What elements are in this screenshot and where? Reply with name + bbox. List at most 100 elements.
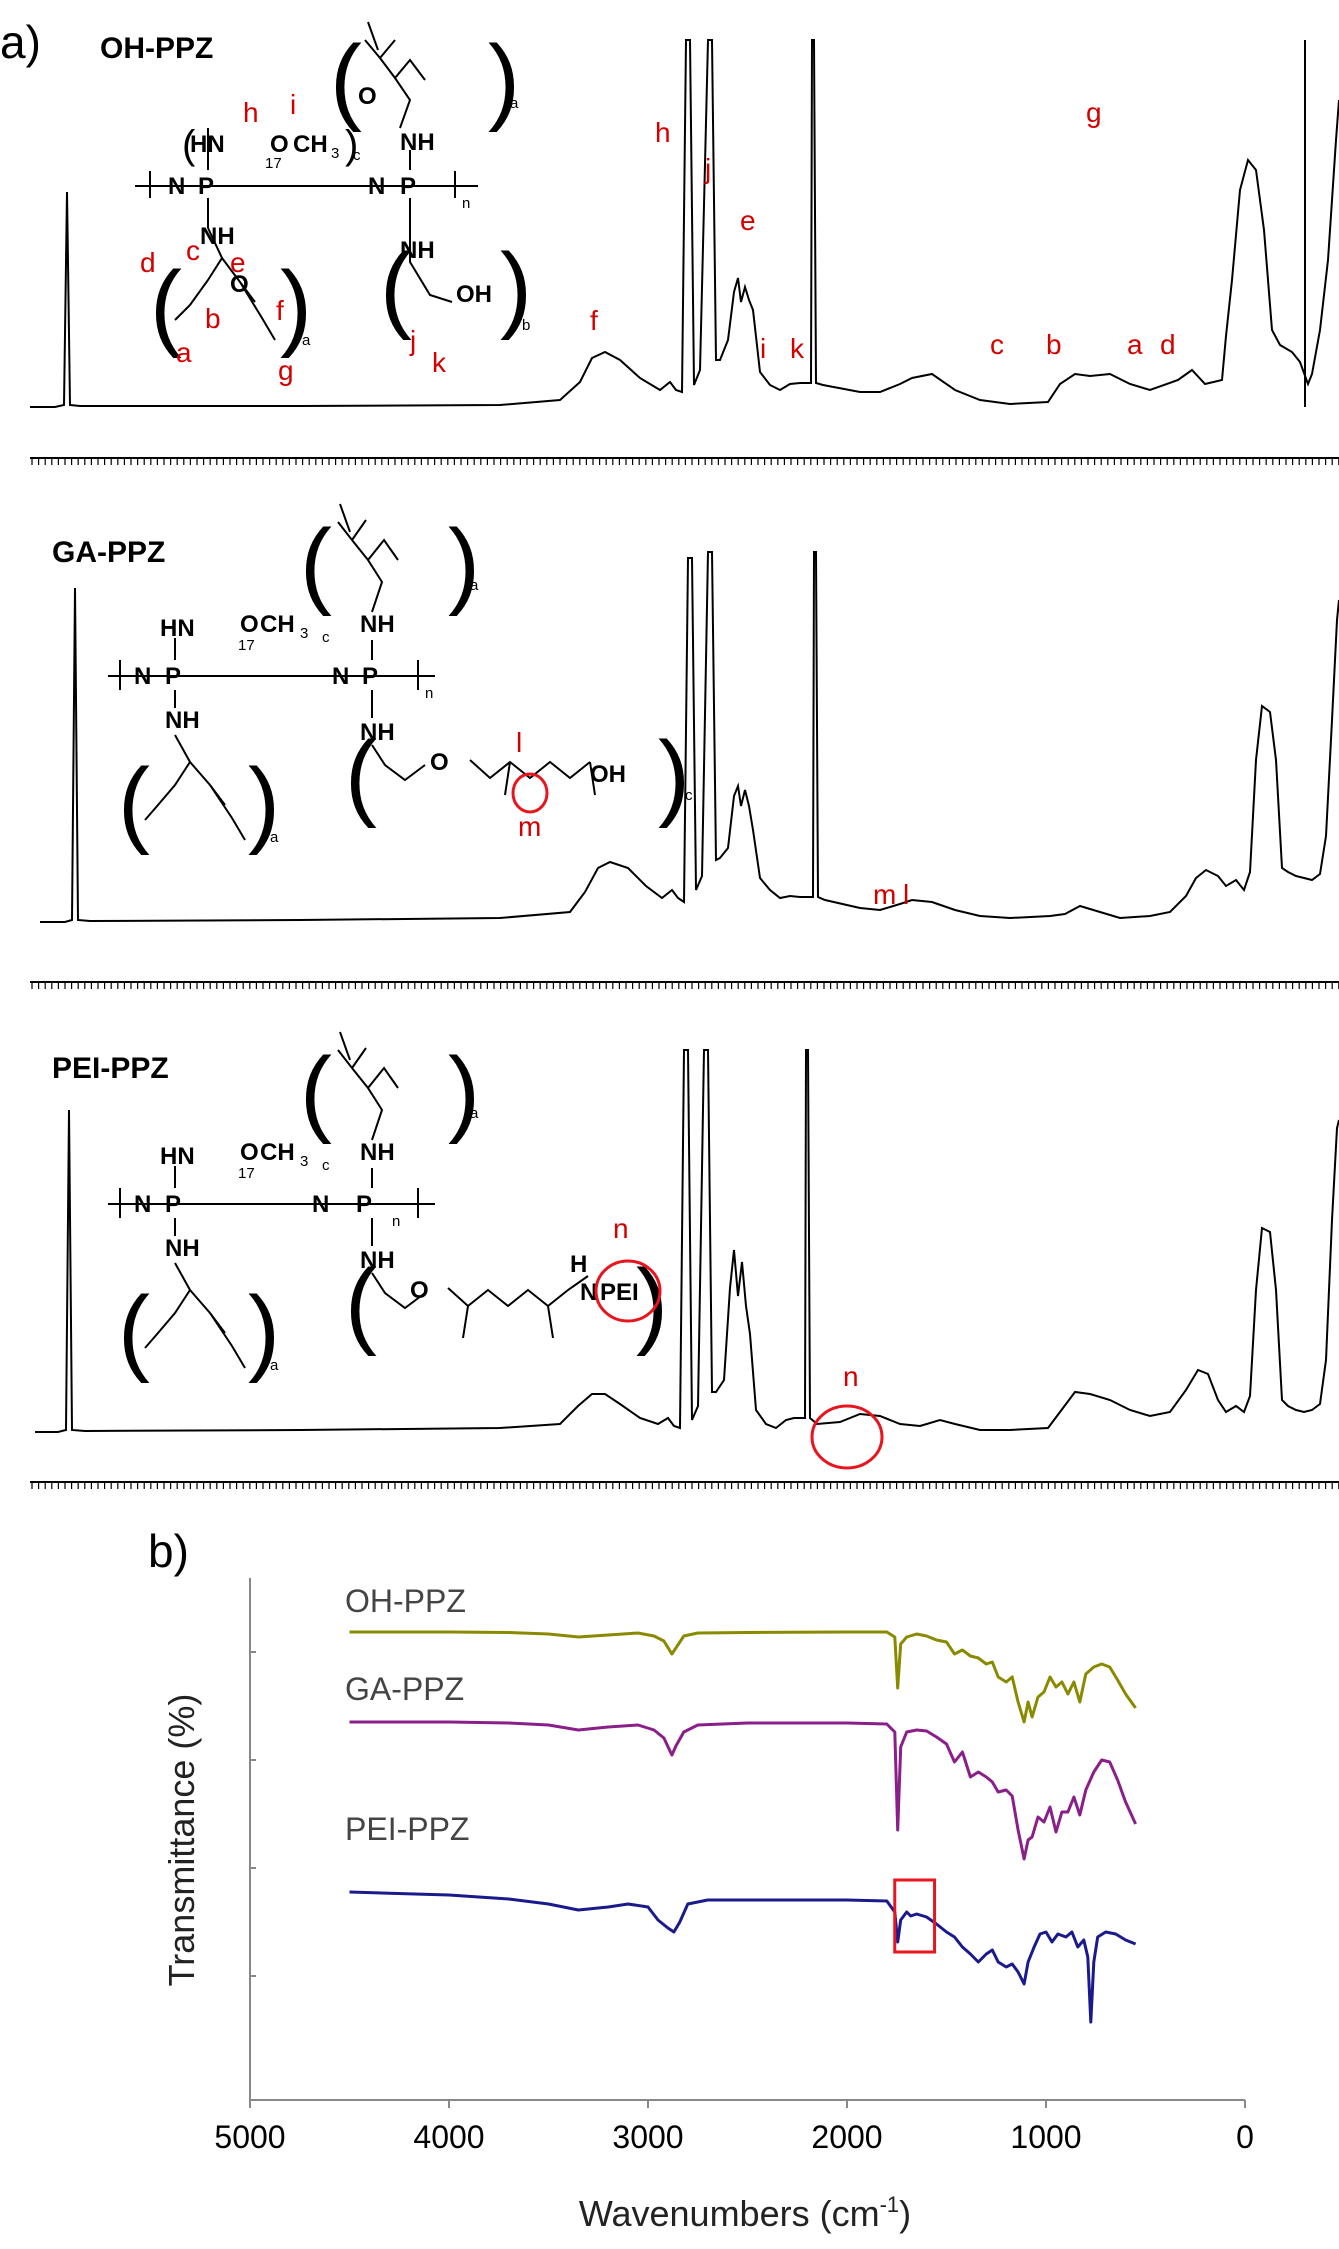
panel-b-letter: b) xyxy=(148,1525,189,1577)
atom-label: d xyxy=(140,247,156,278)
struct-p: P xyxy=(198,173,214,200)
struct-n: N xyxy=(134,1191,151,1218)
compound-name-ga-ppz: GA-PPZ xyxy=(52,536,165,569)
ir-series-group xyxy=(349,1630,1137,2024)
struct-p: P xyxy=(165,663,181,690)
struct-sub-c: c xyxy=(322,629,330,646)
ir-series-line xyxy=(349,1630,1137,1724)
side-chain-bonds xyxy=(144,734,246,841)
ir-x-tick-label: 4000 xyxy=(413,2119,484,2155)
atom-label: b xyxy=(205,303,221,334)
struct-hn: HN xyxy=(160,615,195,642)
struct-sub-c: c xyxy=(322,1157,330,1174)
struct-paren: ( xyxy=(118,1277,150,1384)
struct-paren: ) xyxy=(448,1038,480,1145)
ir-x-tick-label: 1000 xyxy=(1010,2119,1081,2155)
compound-name-pei-ppz: PEI-PPZ xyxy=(52,1052,169,1085)
peak-label-e: e xyxy=(740,205,756,236)
panel-a-letter: a) xyxy=(0,16,41,68)
compound-name-oh-ppz: OH-PPZ xyxy=(100,32,213,65)
struct-n: N xyxy=(368,173,385,200)
nmr-spectrum-pei-ppz xyxy=(35,1049,1339,1433)
struct-ch: CH xyxy=(260,611,295,638)
struct-oh: OH xyxy=(590,761,626,788)
nmr-trace-pei-ppz xyxy=(35,1049,1339,1433)
peak-label-c: c xyxy=(990,329,1004,360)
nmr-spectrum-ga-ppz xyxy=(40,551,1339,923)
ir-series-line xyxy=(349,1720,1137,1861)
struct-p: P xyxy=(400,173,416,200)
struct-nh: NH xyxy=(360,719,395,746)
struct-sub-17: 17 xyxy=(238,1165,255,1182)
struct-p: P xyxy=(356,1191,372,1218)
struct-sub-a: a xyxy=(270,1357,279,1374)
struct-o: O xyxy=(230,271,249,298)
atom-label: j xyxy=(409,325,416,356)
struct-hn: HN xyxy=(160,1143,195,1170)
atom-label: k xyxy=(432,347,447,378)
side-chain-bonds xyxy=(337,1031,399,1141)
struct-paren: ) xyxy=(280,252,312,359)
atom-label-m: m xyxy=(518,811,541,842)
struct-h: H xyxy=(570,1251,587,1278)
nmr-tick-ruler-3 xyxy=(30,1481,1339,1489)
ir-x-axis-title-sup: -1 xyxy=(880,2192,900,2217)
ir-x-axis-title-main: Wavenumbers (cm xyxy=(579,2193,880,2234)
struct-paren: ) xyxy=(500,234,532,341)
ir-x-axis-title-close: ) xyxy=(899,2193,911,2234)
struct-nh: NH xyxy=(200,223,235,250)
nmr-tick-ruler-1 xyxy=(30,457,1339,465)
highlight-circle-m xyxy=(511,772,549,814)
struct-o: O xyxy=(240,1139,259,1166)
struct-nh: NH xyxy=(165,1235,200,1262)
struct-sub-a: a xyxy=(270,829,279,846)
struct-oh: OH xyxy=(456,281,492,308)
struct-paren: ) xyxy=(488,26,520,133)
atom-label: f xyxy=(276,295,284,326)
structure-ga-ppz: HN O CH 3 17 c N P N P n NH NH NH OH O a… xyxy=(108,503,693,856)
peak-label-i: i xyxy=(760,333,766,364)
struct-sub-b: b xyxy=(522,317,530,334)
atom-label: a xyxy=(176,337,192,368)
struct-paren: ( xyxy=(150,252,182,359)
peak-label-n: n xyxy=(843,1361,859,1392)
ir-x-tick-label: 3000 xyxy=(612,2119,683,2155)
peak-label-b: b xyxy=(1046,329,1062,360)
peak-label-g: g xyxy=(1086,97,1102,128)
struct-sub-a: a xyxy=(510,95,519,112)
atom-label: e xyxy=(230,247,246,278)
struct-sub-n: n xyxy=(462,195,470,212)
struct-nh: NH xyxy=(400,237,435,264)
ir-x-tick-label: 2000 xyxy=(811,2119,882,2155)
ir-y-axis-title: Transmittance (%) xyxy=(161,1694,202,1987)
struct-hn: HN xyxy=(190,131,225,158)
ir-x-ticks: 5000 4000 3000 2000 1000 0 xyxy=(214,2100,1254,2155)
struct-paren: ( xyxy=(118,749,150,856)
side-chain-bonds xyxy=(174,227,276,341)
struct-paren: ( xyxy=(380,234,412,341)
struct-paren: ) xyxy=(345,123,358,167)
ir-x-tick-label: 0 xyxy=(1236,2119,1254,2155)
nmr-tick-ruler-2 xyxy=(30,981,1339,989)
struct-sub-d: d xyxy=(653,1315,661,1332)
struct-n: N xyxy=(332,663,349,690)
struct-sub-c: c xyxy=(353,147,361,164)
peak-labels-oh-ppz: a b c d e f g h i j k xyxy=(590,97,1176,364)
struct-paren: ) xyxy=(636,1250,668,1357)
struct-ch: CH xyxy=(293,131,328,158)
peak-label-m: m xyxy=(873,879,896,910)
struct-paren: ) xyxy=(248,749,280,856)
struct-paren: ) xyxy=(448,510,480,617)
ir-plot-area: 5000 4000 3000 2000 1000 0 xyxy=(214,1578,1254,2155)
struct-o: O xyxy=(240,611,259,638)
peak-label-a: a xyxy=(1127,329,1143,360)
struct-sub-3: 3 xyxy=(331,145,339,162)
highlight-circle-pei xyxy=(594,1259,662,1323)
side-chain-bonds xyxy=(337,503,399,613)
ir-series-label-pei-ppz: PEI-PPZ xyxy=(345,1811,469,1847)
atom-label: g xyxy=(278,355,294,386)
struct-paren: ) xyxy=(658,722,690,829)
struct-ch: CH xyxy=(260,1139,295,1166)
